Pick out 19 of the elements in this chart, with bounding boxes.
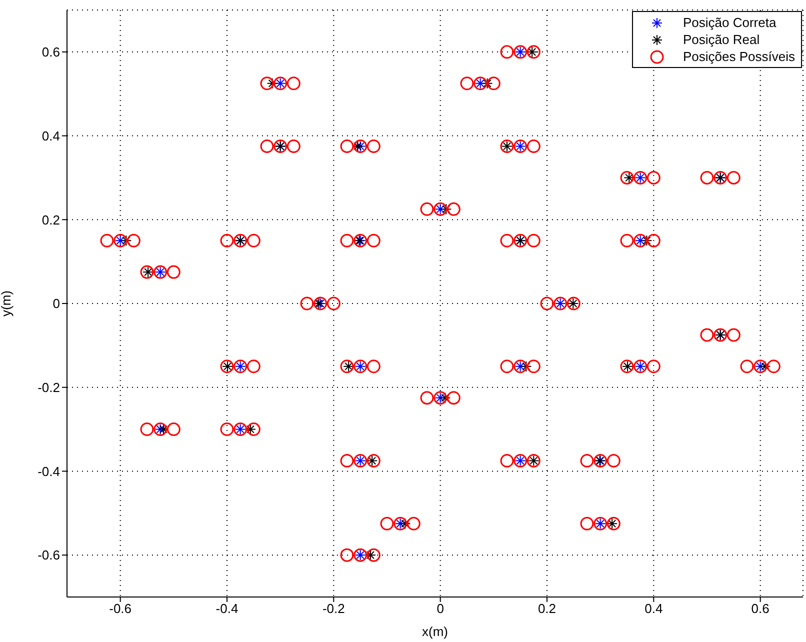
x-tick-label: 0.4 [644,601,663,616]
x-tick-label: 0.6 [751,601,770,616]
y-tick-label: -0.2 [38,380,60,395]
y-tick-label: 0.2 [42,212,60,228]
legend-label: Posição Real [683,32,760,47]
y-tick-label: 0.6 [42,44,60,60]
y-tick-label: -0.6 [38,548,60,563]
legend-label: Posições Possíveis [683,49,795,64]
x-tick-label: -0.4 [216,601,238,616]
y-tick-label: 0.4 [42,128,60,144]
y-axis-title: y(m) [0,290,14,316]
x-tick-label: -0.6 [109,601,132,616]
legend-label: Posição Correta [683,15,776,30]
y-tick-label: -0.4 [38,464,60,479]
x-tick-label: -0.2 [322,601,345,616]
x-tick-label: 0.2 [538,601,556,616]
y-tick-label: 0 [52,296,60,312]
x-tick-label: 0 [436,601,444,616]
x-axis-title: x(m) [422,624,448,639]
